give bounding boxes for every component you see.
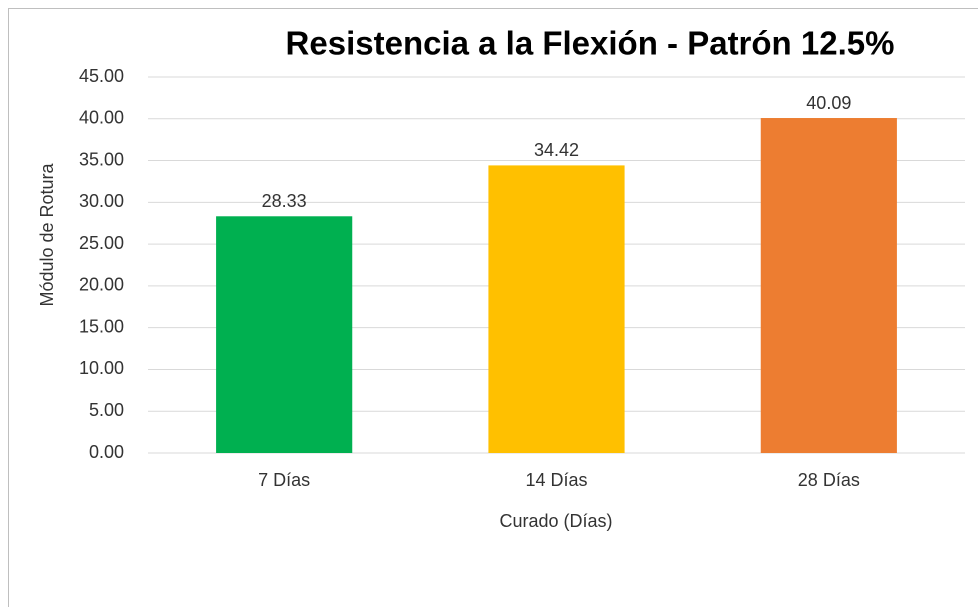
data-label: 34.42: [534, 140, 579, 160]
y-tick-label: 25.00: [79, 233, 124, 253]
y-tick-label: 40.00: [79, 108, 124, 128]
y-tick-label: 20.00: [79, 275, 124, 295]
data-label: 40.09: [806, 93, 851, 113]
y-tick-label: 5.00: [89, 400, 124, 420]
y-tick-label: 30.00: [79, 191, 124, 211]
x-tick-label: 7 Días: [258, 470, 310, 490]
y-tick-label: 45.00: [79, 66, 124, 86]
y-axis-label: Módulo de Rotura: [37, 162, 57, 306]
bar: [216, 216, 353, 453]
y-tick-label: 15.00: [79, 316, 124, 336]
y-tick-label: 35.00: [79, 149, 124, 169]
data-label: 28.33: [262, 191, 307, 211]
x-tick-label: 28 Días: [798, 470, 860, 490]
chart-title: Resistencia a la Flexión - Patrón 12.5%: [286, 25, 895, 62]
x-tick-label: 14 Días: [525, 470, 587, 490]
bar: [488, 165, 625, 453]
bar: [760, 118, 897, 453]
x-axis-label: Curado (Días): [499, 511, 612, 531]
chart-border: [8, 8, 978, 607]
y-tick-label: 10.00: [79, 358, 124, 378]
y-tick-label: 0.00: [89, 442, 124, 462]
